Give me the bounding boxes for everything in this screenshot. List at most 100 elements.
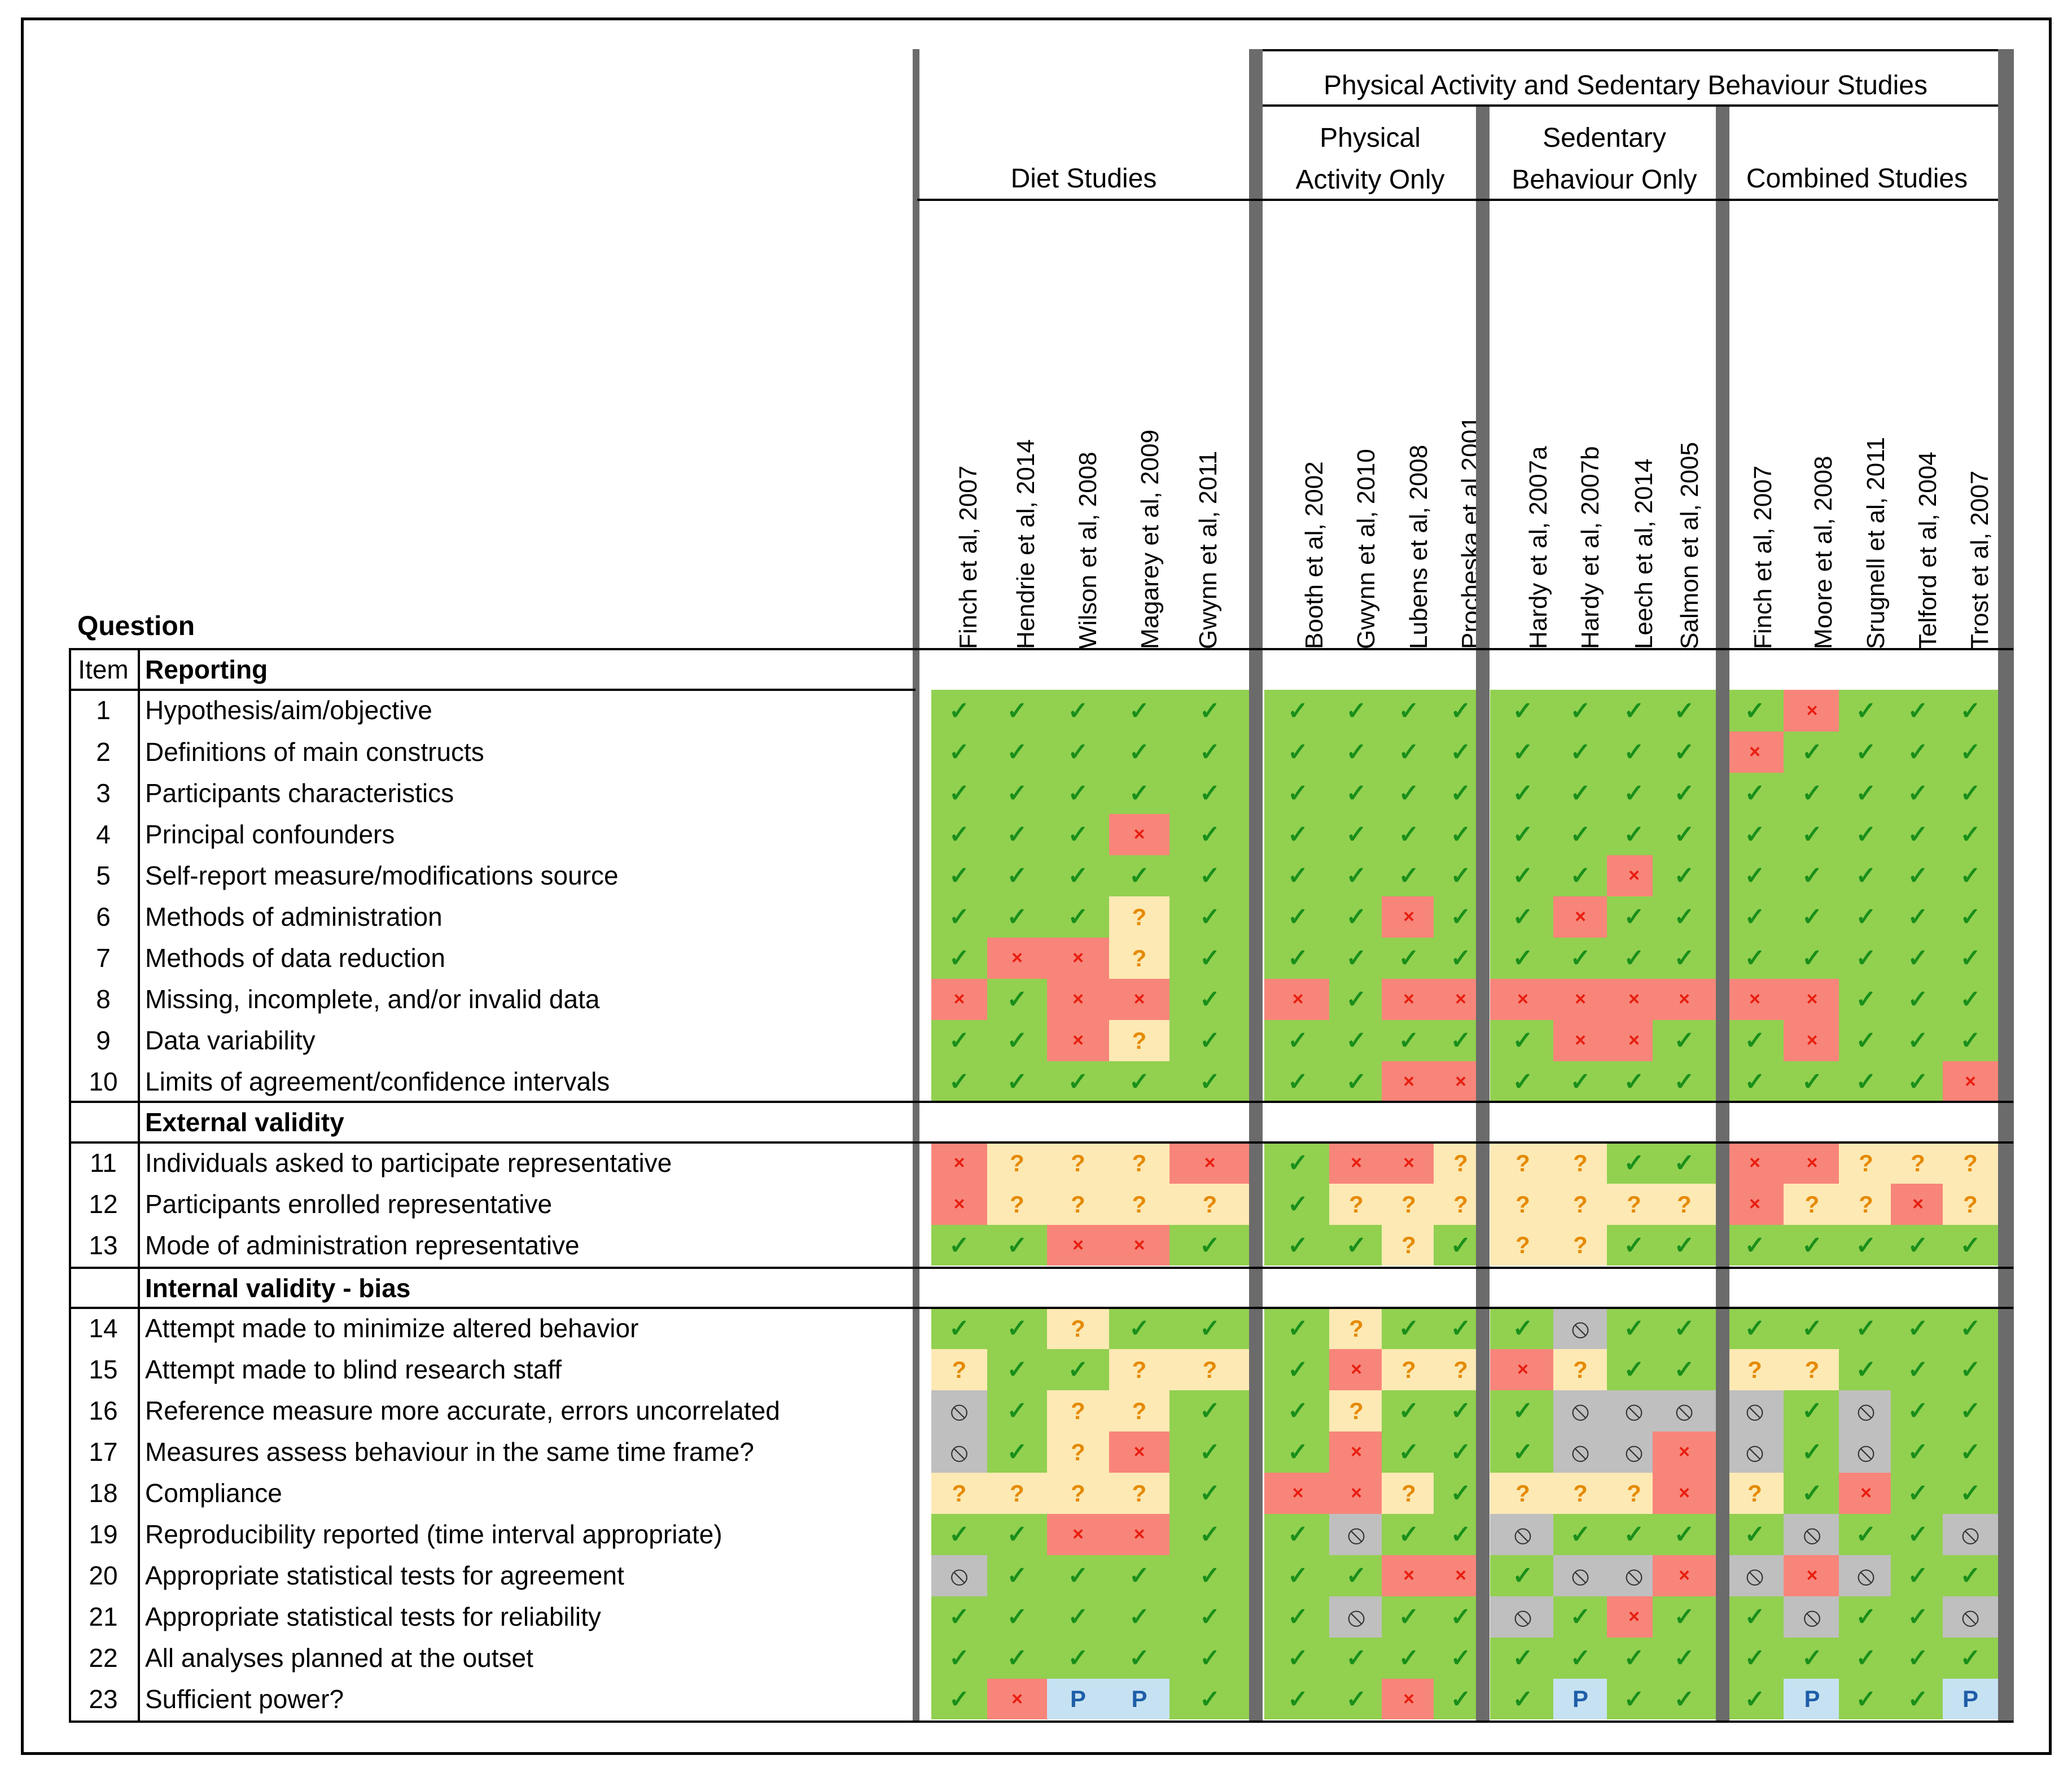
study-header: Hendrie et al, 2014 — [989, 439, 1043, 703]
rating-check-icon-r4-c3: ✓ — [1047, 814, 1109, 855]
reporting-top-border — [69, 648, 2013, 650]
rating-check-icon-r5-c5: ✓ — [1169, 855, 1250, 896]
item-number: 5 — [96, 861, 111, 890]
rating-check-icon-r1-c1: ✓ — [931, 690, 987, 732]
rating-check-icon-r3-c15: ✓ — [1784, 773, 1841, 814]
study-name: Finch et al, 2007 — [954, 465, 982, 649]
item-column-border — [138, 648, 140, 1723]
item-number: 15 — [89, 1355, 118, 1384]
rating-unknown-icon-r11-c11: ? — [1553, 1142, 1607, 1184]
rating-check-icon-r1-c13: ✓ — [1653, 690, 1716, 732]
rating-check-icon-r3-c7: ✓ — [1329, 773, 1383, 814]
rating-unknown-icon-r11-c10: ? — [1490, 1142, 1556, 1184]
question-text: Reproducibility reported (time interval … — [145, 1520, 722, 1549]
rating-check-icon-r11-c12: ✓ — [1607, 1142, 1661, 1184]
rating-unknown-icon-r13-c8: ? — [1382, 1225, 1436, 1266]
table-bottom-border — [69, 1721, 2013, 1723]
rating-cross-icon-r8-c8: × — [1382, 979, 1436, 1020]
study-name: Hendrie et al, 2014 — [1012, 439, 1040, 649]
rating-check-icon-r5-c15: ✓ — [1784, 855, 1841, 896]
figure-frame — [21, 17, 2052, 1755]
item-number: 1 — [96, 695, 111, 725]
rating-check-icon-r19-c5: ✓ — [1169, 1514, 1250, 1555]
rating-check-icon-r17-c15: ✓ — [1784, 1431, 1841, 1473]
study-header: Gwynn et al, 2011 — [1171, 451, 1225, 703]
rating-check-icon-r1-c8: ✓ — [1382, 690, 1436, 732]
rating-unknown-icon-r12-c4: ? — [1109, 1184, 1169, 1225]
rating-cross-icon-r6-c8: × — [1382, 896, 1436, 938]
rating-cross-icon-r9-c12: × — [1607, 1020, 1661, 1061]
item-number: 19 — [89, 1520, 118, 1549]
study-header: Finch et al, 2007 — [1726, 466, 1780, 703]
rating-unknown-icon-r18-c8: ? — [1382, 1473, 1436, 1514]
item-number: 8 — [96, 984, 111, 1014]
rating-check-icon-r4-c15: ✓ — [1784, 814, 1841, 855]
rating-check-icon-r21-c1: ✓ — [931, 1596, 987, 1638]
rating-check-icon-r9-c7: ✓ — [1329, 1020, 1383, 1061]
section-band — [917, 649, 2007, 690]
rating-cross-icon-r2-c14: × — [1726, 732, 1784, 773]
rating-check-icon-r1-c14: ✓ — [1726, 690, 1784, 732]
rating-partial-mark-r23-c3: P — [1047, 1679, 1109, 1719]
rating-check-icon-r19-c16: ✓ — [1839, 1514, 1893, 1555]
item-number: 16 — [89, 1396, 118, 1425]
rating-check-icon-r17-c5: ✓ — [1169, 1431, 1250, 1473]
rating-check-icon-r17-c17: ✓ — [1891, 1431, 1945, 1473]
study-name: Finch et al, 2007 — [1749, 465, 1777, 649]
question-text: Missing, incomplete, and/or invalid data — [145, 984, 600, 1014]
rating-unknown-icon-r12-c8: ? — [1382, 1184, 1436, 1225]
rating-check-icon-r4-c5: ✓ — [1169, 814, 1250, 855]
question-text: Attempt made to blind research staff — [145, 1355, 562, 1384]
rating-cross-icon-r12-c17: × — [1891, 1184, 1945, 1225]
question-text: Participants enrolled representative — [145, 1189, 553, 1219]
rating-unknown-icon-r18-c11: ? — [1553, 1473, 1607, 1514]
rating-cross-icon-r21-c12: × — [1607, 1596, 1661, 1638]
rating-check-icon-r9-c13: ✓ — [1653, 1020, 1716, 1061]
rating-check-icon-r1-c16: ✓ — [1839, 690, 1893, 732]
rating-unknown-icon-r15-c14: ? — [1726, 1349, 1784, 1390]
rating-check-icon-r6-c6: ✓ — [1264, 896, 1331, 938]
rating-not-applicable-icon-r17-c1: ⦸ — [931, 1431, 987, 1473]
rating-check-icon-r3-c13: ✓ — [1653, 773, 1716, 814]
rating-cross-icon-r8-c1: × — [931, 979, 987, 1020]
rating-unknown-icon-r12-c18: ? — [1943, 1184, 1998, 1225]
rating-unknown-icon-r9-c4: ? — [1109, 1020, 1169, 1061]
rating-check-icon-r22-c11: ✓ — [1553, 1638, 1607, 1679]
rating-check-icon-r3-c1: ✓ — [931, 773, 987, 814]
rating-check-icon-r10-c2: ✓ — [987, 1061, 1047, 1102]
rating-check-icon-r7-c11: ✓ — [1553, 938, 1607, 979]
rating-check-icon-r3-c4: ✓ — [1109, 773, 1169, 814]
rating-check-icon-r7-c18: ✓ — [1943, 938, 1998, 979]
rating-unknown-icon-r12-c13: ? — [1653, 1184, 1716, 1225]
rating-cross-icon-r23-c2: × — [987, 1679, 1047, 1719]
rating-unknown-icon-r15-c5: ? — [1169, 1349, 1250, 1390]
rating-check-icon-r15-c17: ✓ — [1891, 1349, 1945, 1390]
rating-check-icon-r2-c18: ✓ — [1943, 732, 1998, 773]
rating-check-icon-r14-c2: ✓ — [987, 1308, 1047, 1349]
rating-check-icon-r2-c2: ✓ — [987, 732, 1047, 773]
rating-check-icon-r13-c2: ✓ — [987, 1225, 1047, 1266]
rating-check-icon-r10-c13: ✓ — [1653, 1061, 1716, 1102]
rating-check-icon-r23-c12: ✓ — [1607, 1679, 1661, 1719]
item-number: 3 — [96, 778, 111, 808]
rating-check-icon-r8-c2: ✓ — [987, 979, 1047, 1020]
rating-check-icon-r14-c6: ✓ — [1264, 1308, 1331, 1349]
rating-check-icon-r20-c18: ✓ — [1943, 1555, 1998, 1596]
rating-check-icon-r22-c15: ✓ — [1784, 1638, 1841, 1679]
rating-check-icon-r2-c16: ✓ — [1839, 732, 1893, 773]
rating-cross-icon-r4-c4: × — [1109, 814, 1169, 855]
rating-unknown-icon-r13-c11: ? — [1553, 1225, 1607, 1266]
rating-check-icon-r18-c5: ✓ — [1169, 1473, 1250, 1514]
rating-unknown-icon-r15-c4: ? — [1109, 1349, 1169, 1390]
rating-check-icon-r23-c14: ✓ — [1726, 1679, 1784, 1719]
rating-check-icon-r21-c13: ✓ — [1653, 1596, 1716, 1638]
rating-check-icon-r2-c8: ✓ — [1382, 732, 1436, 773]
rating-check-icon-r8-c5: ✓ — [1169, 979, 1250, 1020]
question-text: All analyses planned at the outset — [145, 1643, 533, 1673]
header-diet: Diet Studies — [1010, 164, 1157, 194]
rating-check-icon-r13-c14: ✓ — [1726, 1225, 1784, 1266]
rating-check-icon-r14-c15: ✓ — [1784, 1308, 1841, 1349]
study-name: Salmon et al, 2005 — [1676, 442, 1703, 649]
rating-unknown-icon-r12-c2: ? — [987, 1184, 1047, 1225]
